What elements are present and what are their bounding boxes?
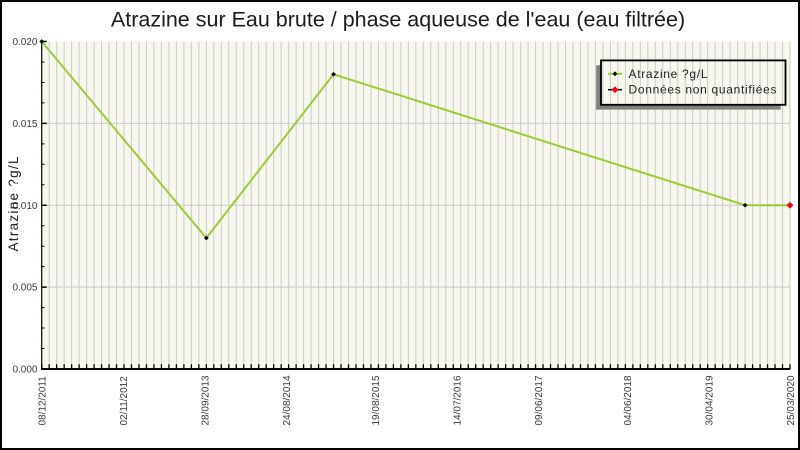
svg-text:Atrazine ?g/L: Atrazine ?g/L [6,156,21,251]
svg-text:04/06/2018: 04/06/2018 [623,375,634,425]
svg-text:30/04/2019: 30/04/2019 [704,375,715,425]
svg-text:02/11/2012: 02/11/2012 [119,376,130,426]
svg-text:Données non quantifiées: Données non quantifiées [629,83,777,97]
svg-text:24/08/2014: 24/08/2014 [282,375,293,425]
svg-text:Atrazine ?g/L: Atrazine ?g/L [629,67,708,81]
svg-text:0.010: 0.010 [12,201,37,212]
svg-text:0.005: 0.005 [12,283,37,294]
svg-text:14/07/2016: 14/07/2016 [452,375,463,425]
svg-text:28/09/2013: 28/09/2013 [201,375,212,425]
svg-text:0.020: 0.020 [12,37,37,48]
svg-text:09/06/2017: 09/06/2017 [534,375,545,425]
svg-text:19/08/2015: 19/08/2015 [371,375,382,425]
svg-text:25/03/2020: 25/03/2020 [786,375,797,425]
svg-text:0.015: 0.015 [12,119,37,130]
svg-text:0.000: 0.000 [12,365,37,376]
svg-text:08/12/2011: 08/12/2011 [38,376,49,426]
svg-text:Atrazine sur Eau brute / phase: Atrazine sur Eau brute / phase aqueuse d… [111,8,685,32]
